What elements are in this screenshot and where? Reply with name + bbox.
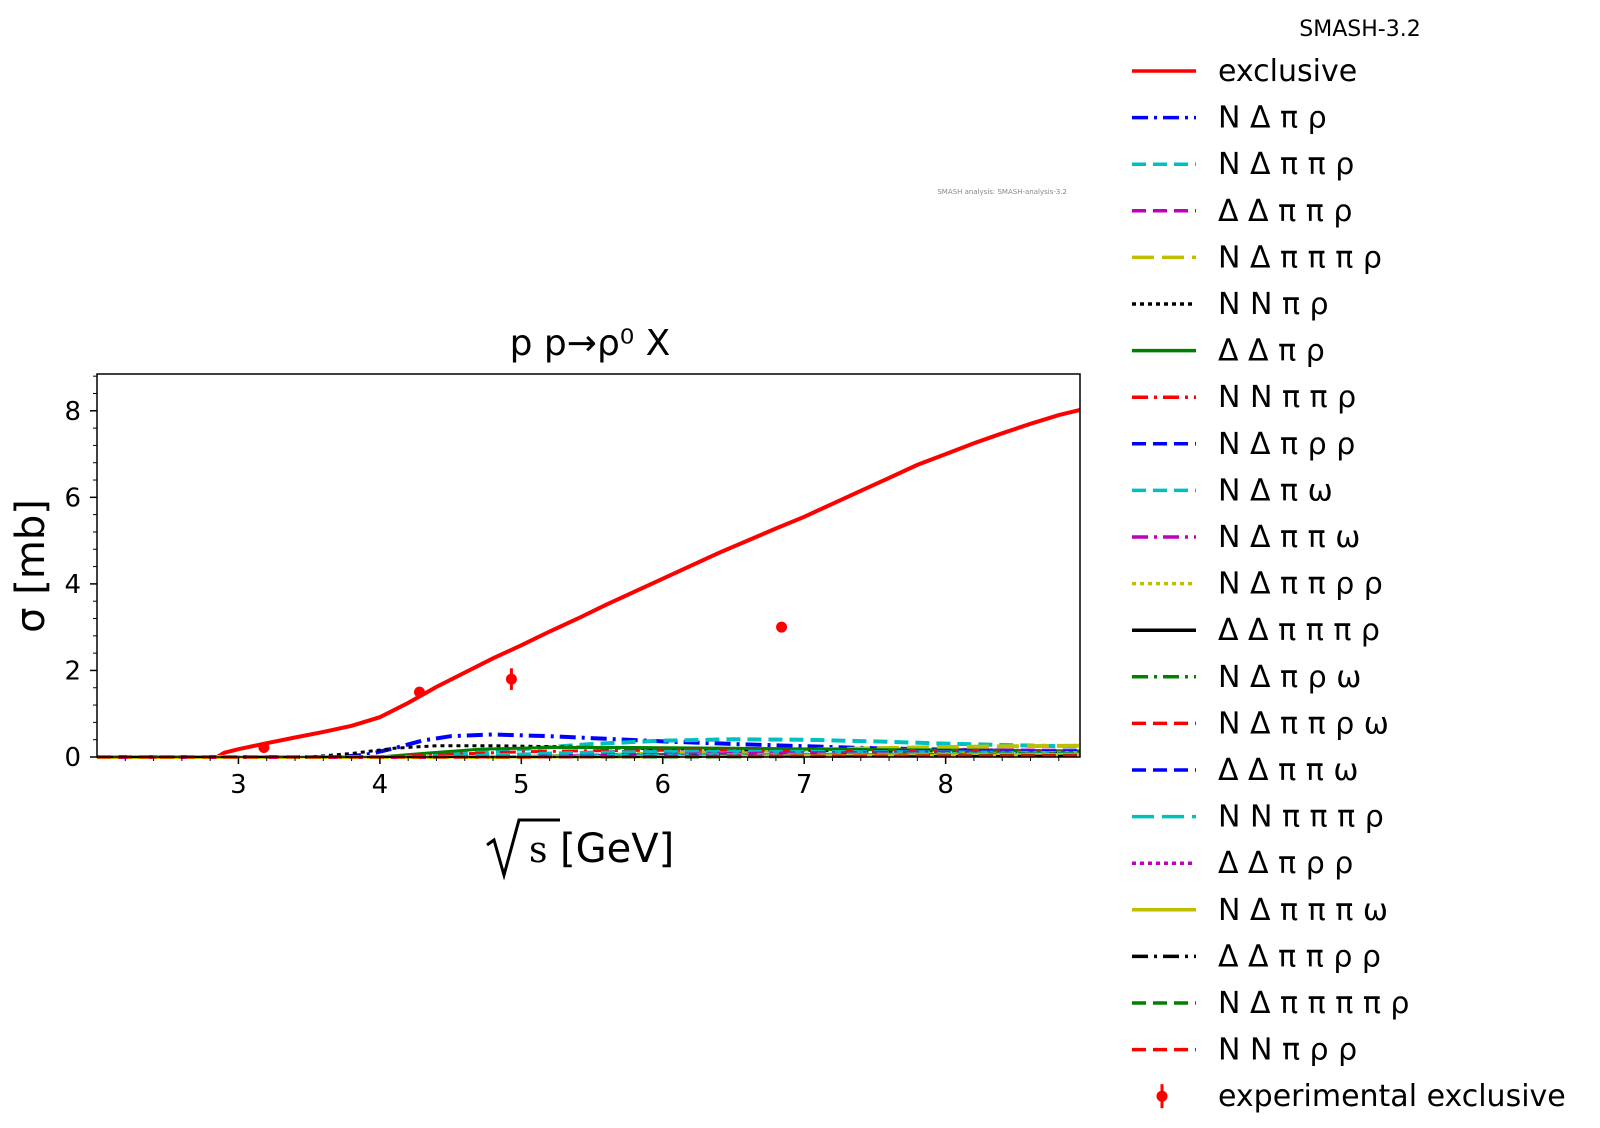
y-tick-label-3: 6 (64, 483, 81, 513)
chart-title: p p→ρ⁰ X (510, 323, 671, 364)
watermark-text: SMASH analysis: SMASH-analysis-3.2 (937, 188, 1067, 196)
y-axis: 0 2 4 6 8 (64, 375, 97, 773)
sqrt-symbol (486, 818, 560, 881)
legend-swatch-marker (1156, 1090, 1168, 1102)
legend-label: N Δ π π ρ (1218, 147, 1354, 182)
legend-item-22: experimental exclusive (1156, 1079, 1566, 1114)
y-axis-label: σ [mb] (8, 499, 54, 633)
legend-label: Δ Δ π π ω (1218, 753, 1358, 788)
legend-label: Δ Δ π π ρ ρ (1218, 939, 1381, 974)
legend-item-9: N Δ π ω (1132, 473, 1333, 508)
legend-label: N N π ρ ρ (1218, 1033, 1357, 1068)
legend-label: exclusive (1218, 54, 1357, 89)
legend-item-4: N Δ π π π ρ (1132, 240, 1382, 275)
x-tick-label-3: 6 (654, 770, 671, 800)
x-tick-label-0: 3 (230, 770, 247, 800)
legend-item-12: Δ Δ π π π ρ (1132, 613, 1380, 648)
legend-label: Δ Δ π ρ ρ (1218, 846, 1353, 881)
exp-point-1 (413, 686, 425, 698)
legend-label: N Δ π ρ ω (1218, 660, 1361, 695)
legend-label: experimental exclusive (1218, 1079, 1566, 1114)
legend-item-0: exclusive (1132, 54, 1357, 89)
x-tick-label-1: 4 (372, 770, 389, 800)
legend-item-15: Δ Δ π π ω (1132, 753, 1358, 788)
legend-label: N Δ π π ρ ω (1218, 706, 1389, 741)
legend-title: SMASH-3.2 (1299, 17, 1420, 42)
legend-item-14: N Δ π π ρ ω (1132, 706, 1389, 741)
legend-label: N Δ π ρ ρ (1218, 427, 1355, 462)
legend-label: N Δ π π π ρ (1218, 240, 1382, 275)
y-tick-label-0: 0 (64, 743, 81, 773)
legend-label: N Δ π ω (1218, 473, 1333, 508)
series-line-9 (97, 749, 1081, 759)
legend-item-1: N Δ π ρ (1132, 101, 1327, 136)
legend-item-10: N Δ π π ω (1132, 520, 1360, 555)
legend-item-3: Δ Δ π π ρ (1132, 194, 1352, 229)
legend-item-21: N N π ρ ρ (1132, 1033, 1357, 1068)
x-axis-label: s [GeV] (486, 818, 674, 881)
legend-label: Δ Δ π π ρ (1218, 194, 1352, 229)
series-line-5 (97, 744, 1081, 759)
exp-point-2 (505, 673, 517, 685)
legend-label: N Δ π π ρ ρ (1218, 567, 1383, 602)
x-axis: 3 4 5 6 7 8 (124, 757, 1060, 800)
legend-item-19: Δ Δ π π ρ ρ (1132, 939, 1381, 974)
x-axis-label-unit: [GeV] (560, 826, 674, 872)
legend-item-13: N Δ π ρ ω (1132, 660, 1361, 695)
x-tick-label-5: 8 (937, 770, 954, 800)
legend-label: N Δ π ρ (1218, 101, 1327, 136)
legend-label: N N π π π ρ (1218, 800, 1384, 835)
legend-item-11: N Δ π π ρ ρ (1132, 567, 1383, 602)
legend-item-8: N Δ π ρ ρ (1132, 427, 1355, 462)
legend-label: N Δ π π ω (1218, 520, 1360, 555)
plot-frame (96, 373, 1081, 758)
legend-label: N N π π ρ (1218, 380, 1356, 415)
legend-item-5: N N π ρ (1132, 287, 1329, 322)
legend-item-7: N N π π ρ (1132, 380, 1356, 415)
series-line-0 (97, 407, 1081, 759)
legend-label: N Δ π π π ω (1218, 893, 1388, 928)
legend: exclusive N Δ π ρ N Δ π π ρ Δ Δ π π ρ N Δ π … (1132, 54, 1566, 1114)
x-axis-label-radicand: s (529, 830, 547, 871)
legend-item-17: Δ Δ π ρ ρ (1132, 846, 1353, 881)
legend-item-20: N Δ π π π π ρ (1132, 986, 1409, 1021)
y-tick-label-4: 8 (64, 397, 81, 427)
legend-item-2: N Δ π π ρ (1132, 147, 1354, 182)
exp-point-0 (258, 741, 270, 753)
experimental-points-group (258, 621, 788, 753)
legend-item-6: Δ Δ π ρ (1132, 334, 1325, 369)
legend-label: Δ Δ π ρ (1218, 334, 1325, 369)
legend-label: Δ Δ π π π ρ (1218, 613, 1380, 648)
legend-label: N N π ρ (1218, 287, 1329, 322)
exp-point-3 (776, 621, 788, 633)
x-tick-label-4: 7 (796, 770, 813, 800)
x-tick-label-2: 5 (513, 770, 530, 800)
y-tick-label-2: 4 (64, 570, 81, 600)
legend-item-16: N N π π π ρ (1132, 800, 1384, 835)
plot-series-group (97, 407, 1081, 759)
y-tick-label-1: 2 (64, 656, 81, 686)
legend-item-18: N Δ π π π ω (1132, 893, 1388, 928)
legend-label: N Δ π π π π ρ (1218, 986, 1409, 1021)
